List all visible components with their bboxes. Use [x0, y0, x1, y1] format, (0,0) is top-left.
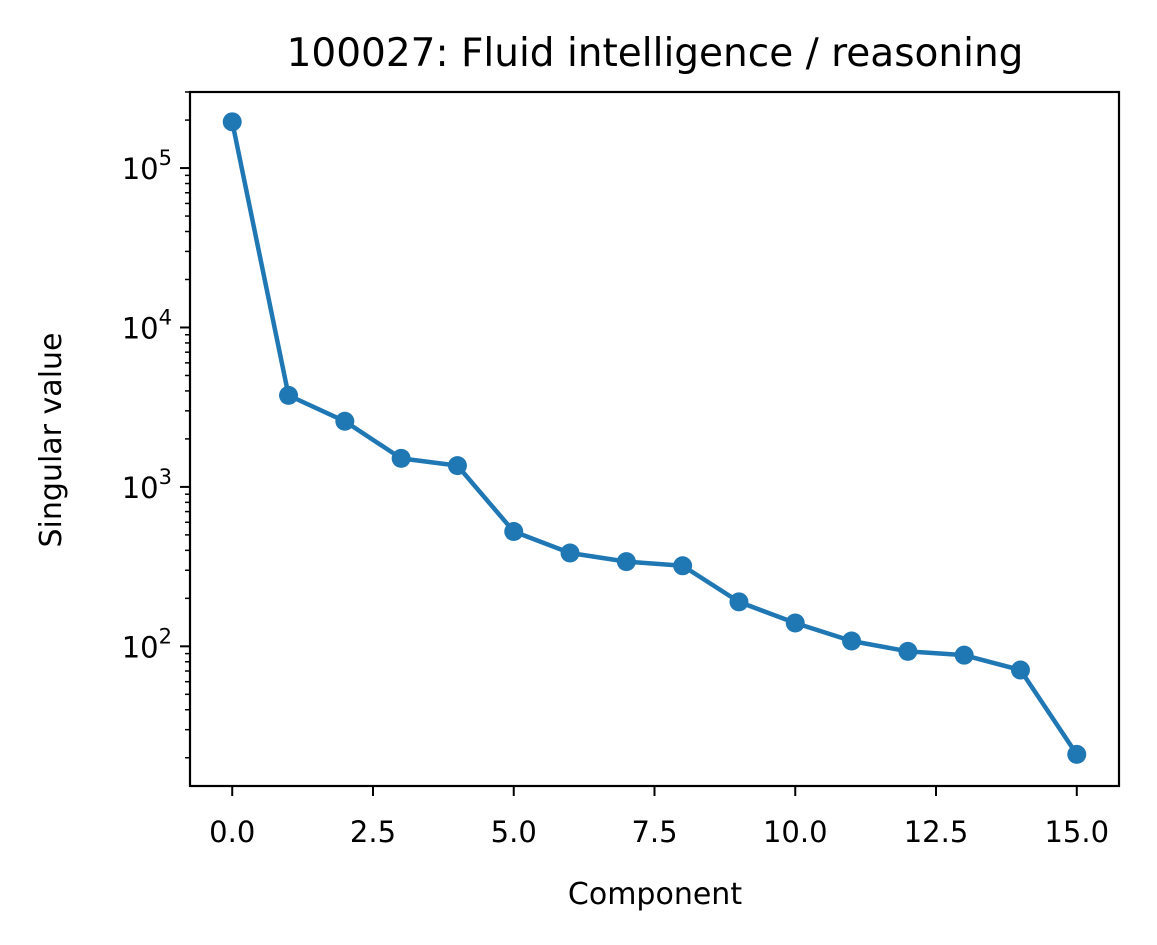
series-layer: [222, 112, 1087, 764]
x-tick-label: 15.0: [1044, 815, 1109, 849]
y-axis-label: Singular value: [34, 333, 69, 548]
data-point: [898, 641, 918, 661]
x-tick-label: 2.5: [350, 815, 396, 849]
data-point: [279, 385, 299, 405]
data-point: [447, 456, 467, 476]
plot-area: [190, 92, 1119, 786]
x-tick-label: 12.5: [904, 815, 969, 849]
data-point: [504, 522, 524, 542]
data-point: [954, 645, 974, 665]
data-point: [616, 552, 636, 572]
data-point: [673, 556, 693, 576]
data-point: [842, 631, 862, 651]
x-tick-label: 5.0: [491, 815, 537, 849]
y-tick-labels: 102 103 104 105: [122, 146, 172, 664]
data-point: [391, 448, 411, 468]
series-line: [229, 119, 1080, 757]
y-tick-label: 104: [122, 305, 172, 345]
y-tick-label: 102: [122, 624, 172, 664]
data-point: [1010, 660, 1030, 680]
x-tick-labels: 0.0 2.5 5.0 7.5 10.0 12.5 15.0: [209, 815, 1109, 849]
tick-marks: [180, 167, 1078, 796]
y-tick-label: 103: [122, 465, 172, 505]
data-point: [1067, 744, 1087, 764]
chart-title: 100027: Fluid intelligence / reasoning: [287, 31, 1024, 76]
y-tick-label: 105: [122, 146, 172, 186]
x-axis-label: Component: [568, 877, 742, 912]
x-tick-label: 10.0: [763, 815, 828, 849]
data-point: [560, 543, 580, 563]
x-tick-label: 7.5: [631, 815, 677, 849]
data-point: [335, 411, 355, 431]
x-tick-label: 0.0: [209, 815, 255, 849]
plot-frame: [188, 90, 1121, 788]
data-point: [222, 112, 242, 132]
data-point: [729, 592, 749, 612]
data-point: [785, 613, 805, 633]
